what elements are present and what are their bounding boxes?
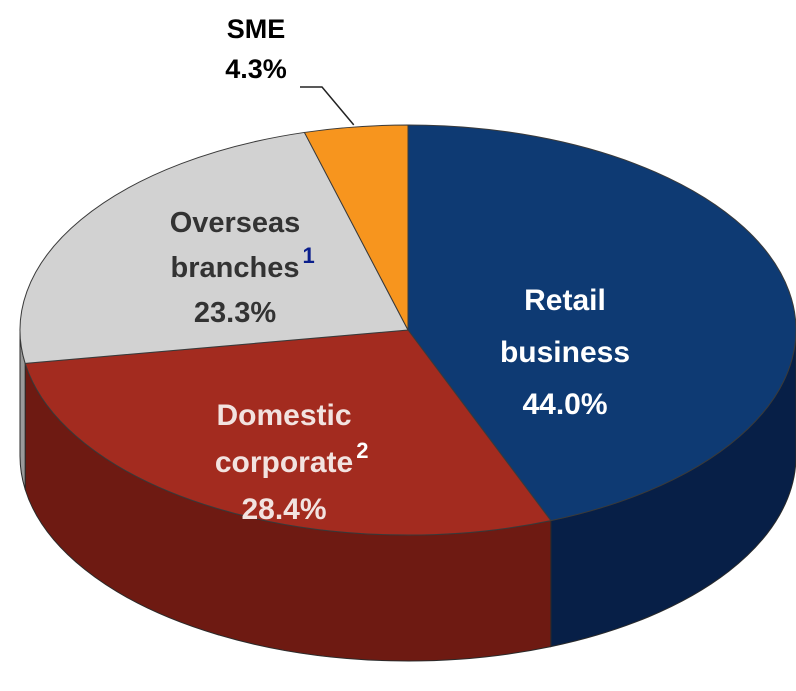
label-domestic-line-0: Domestic <box>216 399 351 432</box>
slice-domestic <box>24 329 552 536</box>
label-domestic-line-1: corporate <box>215 446 353 479</box>
label-sme-line-1: 4.3% <box>225 54 287 84</box>
label-sme-line-0: SME <box>227 14 286 44</box>
footnote-marker-2: 2 <box>356 438 368 463</box>
sme-leader-line <box>300 86 355 126</box>
pie-top-slices <box>19 124 796 536</box>
slice-retail <box>407 124 796 522</box>
label-domestic-line-2: 28.4% <box>241 493 326 526</box>
slice-labels: Retail business 44.0% Domestic corporate 2 28.… <box>170 14 630 526</box>
slice-sme <box>303 124 409 331</box>
label-retail-line-1: business <box>500 336 630 369</box>
slice-overseas <box>19 131 409 364</box>
label-overseas-line-2: 23.3% <box>194 297 276 329</box>
leader-lines <box>300 86 355 126</box>
label-retail-line-0: Retail <box>524 284 606 317</box>
label-overseas-line-0: Overseas <box>170 207 301 239</box>
footnote-marker-1: 1 <box>302 243 314 268</box>
label-overseas-line-1: branches <box>171 252 300 284</box>
label-retail-line-2: 44.0% <box>522 388 607 421</box>
